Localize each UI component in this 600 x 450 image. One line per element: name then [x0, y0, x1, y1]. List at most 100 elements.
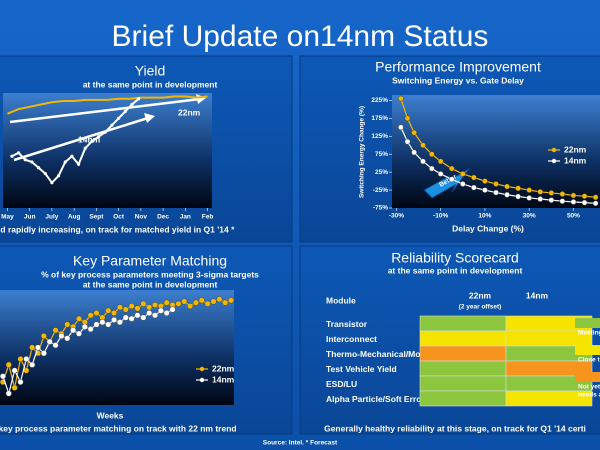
trend-arrow: [13, 116, 149, 162]
data-point: [134, 312, 141, 319]
data-point: [70, 154, 74, 158]
module-label: Transistor: [326, 319, 368, 329]
x-axis-label: Weeks: [97, 410, 124, 420]
series-label: 22nm: [178, 107, 201, 117]
data-point: [122, 314, 129, 321]
data-point: [420, 142, 426, 149]
data-point: [482, 178, 488, 184]
data-point: [192, 299, 199, 306]
series-label: 14nm: [78, 134, 101, 144]
data-point: [448, 176, 455, 183]
data-point: [592, 200, 599, 207]
data-point: [64, 335, 71, 342]
data-point: [63, 160, 67, 164]
legend-label: 14nm: [212, 374, 235, 384]
status-cell: [419, 315, 507, 332]
data-point: [581, 193, 588, 199]
data-point: [17, 356, 24, 363]
data-point: [404, 115, 411, 122]
data-point: [448, 165, 455, 172]
data-point: [11, 384, 18, 391]
x-tick-label: July: [45, 214, 58, 221]
data-point: [75, 315, 82, 322]
data-point: [146, 304, 153, 311]
data-point: [146, 310, 153, 317]
data-point: [40, 350, 47, 357]
data-point: [105, 307, 112, 314]
data-point: [134, 305, 141, 312]
column-header: 22nm: [469, 290, 492, 300]
data-point: [526, 195, 532, 201]
data-point: [23, 158, 27, 162]
data-point: [29, 361, 36, 368]
data-point: [70, 327, 77, 334]
data-point: [103, 130, 107, 134]
scorecard-footer: Generally healthy reliability at this st…: [324, 423, 586, 433]
data-point: [515, 193, 521, 200]
series-line: [7, 95, 208, 115]
x-tick-label: 50%: [567, 213, 580, 220]
data-point: [140, 314, 147, 321]
data-point: [411, 129, 417, 136]
trend-arrow: [9, 97, 201, 124]
data-point: [5, 361, 12, 368]
source-note: Source: Intel. * Forecast: [263, 440, 338, 447]
data-point: [87, 326, 94, 333]
x-tick-label: Feb: [202, 214, 214, 221]
data-point: [5, 390, 12, 397]
data-point: [460, 171, 466, 177]
data-point: [93, 321, 100, 328]
legend-label: Close t: [578, 357, 600, 364]
scorecard-subtitle: at the same point in development: [388, 265, 523, 275]
data-point: [111, 316, 118, 323]
data-point: [87, 312, 94, 319]
data-point: [420, 158, 426, 165]
data-point: [471, 174, 477, 181]
legend-swatch: [575, 345, 600, 355]
data-point: [152, 301, 159, 308]
data-point: [592, 194, 599, 201]
data-point: [40, 333, 47, 340]
data-point: [11, 367, 18, 374]
data-point: [10, 154, 14, 158]
data-point: [117, 116, 121, 120]
module-header: Module: [326, 295, 356, 305]
data-point: [56, 174, 61, 178]
data-point: [187, 303, 194, 310]
data-point: [83, 146, 87, 150]
module-label: ESD/LU: [326, 379, 357, 389]
data-point: [429, 165, 435, 172]
x-axis-label: Delay Change (%): [452, 223, 524, 233]
data-point: [128, 315, 135, 322]
data-point: [81, 323, 88, 330]
data-point: [43, 171, 47, 176]
data-point: [90, 139, 94, 143]
column-note: (2 year offset): [459, 304, 502, 311]
data-point: [99, 319, 106, 326]
data-point: [222, 299, 229, 306]
data-point: [198, 297, 205, 304]
data-point: [548, 197, 555, 203]
data-point: [46, 338, 53, 345]
legend-label: Not yet: [578, 384, 600, 391]
data-point: [228, 297, 235, 304]
status-cell: [419, 375, 507, 392]
data-point: [116, 319, 123, 326]
x-tick-label: Aug: [68, 214, 81, 221]
data-point: [570, 192, 577, 199]
x-tick-label: -30%: [389, 213, 404, 220]
y-tick-label: 125%: [371, 133, 388, 140]
data-point: [548, 190, 555, 196]
chart-subtitle: Switching Energy vs. Gate Delay: [392, 75, 524, 85]
x-tick-label: Jan: [180, 214, 191, 221]
legend-marker: [551, 158, 557, 164]
data-point: [493, 181, 499, 187]
data-point: [122, 306, 129, 313]
data-point: [559, 191, 566, 197]
y-tick-label: 225%: [371, 97, 388, 104]
chart-footer: nm key process parameter matching on tra…: [0, 423, 237, 433]
y-tick-label: -25%: [373, 187, 388, 194]
data-point: [504, 183, 510, 190]
y-tick-label: 25%: [375, 169, 388, 176]
y-tick-label: -75%: [373, 205, 388, 212]
